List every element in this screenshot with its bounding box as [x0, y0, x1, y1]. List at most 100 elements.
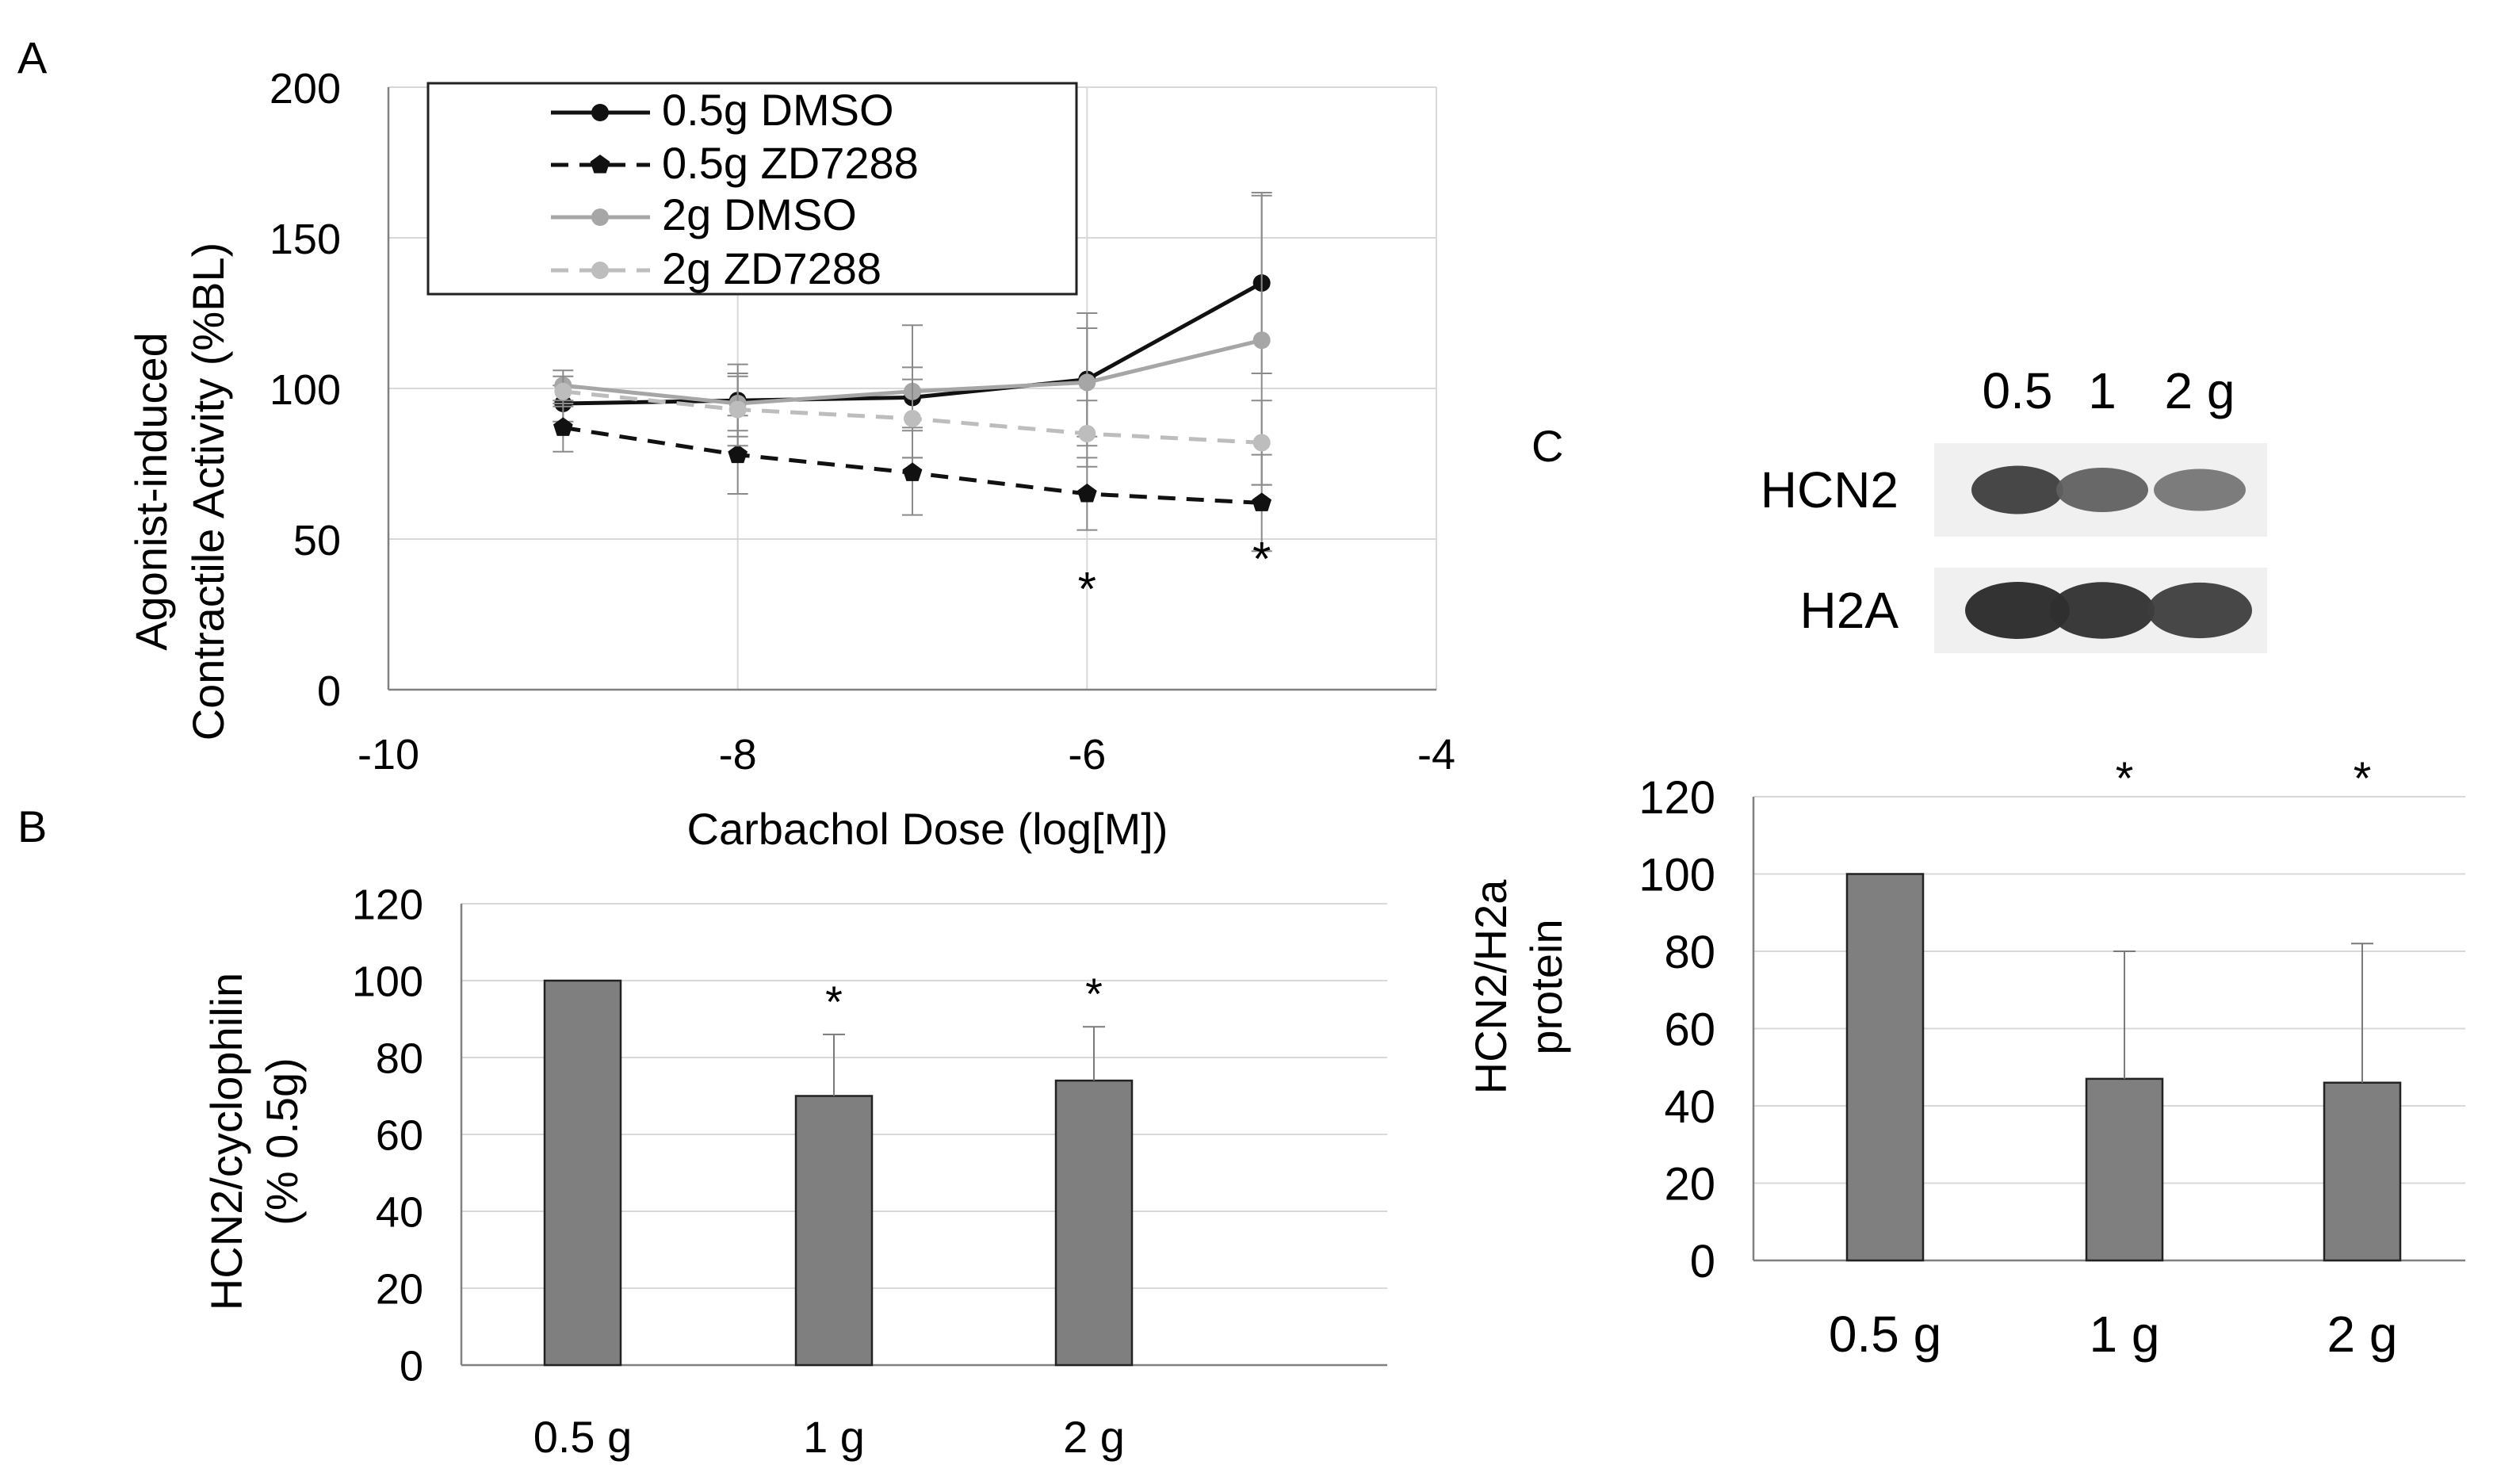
panel-label-a: A: [17, 33, 48, 82]
blot-band-1-2: [2147, 582, 2252, 639]
legend-swatch-marker-a-0: [591, 104, 609, 121]
bar-b-2: [1054, 1079, 1134, 1367]
legend-swatch-marker-a-2: [591, 208, 609, 226]
data-point-a-3-4: [1252, 434, 1271, 452]
x-tick-label-a-3: -4: [1417, 731, 1455, 778]
x-category-label-c-1: 1 g: [2090, 1306, 2160, 1363]
bar-c-2: [2323, 1081, 2402, 1262]
y-tick-label-c-6: 120: [1639, 772, 1715, 824]
series-group-a: [553, 192, 1272, 553]
y-tick-label-a-0: 0: [317, 667, 341, 715]
data-point-a-1-4: [1252, 492, 1271, 511]
bar-b-0: [543, 979, 622, 1367]
y-tick-label-b-1: 20: [376, 1265, 423, 1313]
x-category-label-c-2: 2 g: [2327, 1306, 2398, 1363]
y-ticks-c: 0 20 40 60 80 100 120: [1639, 772, 1715, 1287]
blot-lane-label-2: 2 g: [2165, 362, 2235, 419]
y-axis-label-a-line2: Contractile Activity (%BL): [183, 243, 233, 741]
x-tick-label-a-2: -6: [1068, 731, 1106, 778]
series-a-3: [553, 373, 1272, 486]
blot-row-1: H2A: [1800, 568, 2267, 653]
y-tick-label-b-5: 100: [352, 958, 423, 1005]
significance-star-b-1: *: [825, 977, 843, 1027]
x-category-label-b-2: 2 g: [1063, 1412, 1125, 1462]
x-category-label-c-0: 0.5 g: [1829, 1306, 1941, 1363]
blot-row-label-1: H2A: [1800, 582, 1899, 639]
bar-c-1: [2085, 1077, 2164, 1262]
axes-a: [387, 87, 1436, 691]
blot-lane-label-1: 1: [2088, 362, 2117, 419]
bars-b: * *: [543, 969, 1134, 1367]
x-tick-label-a-0: -10: [358, 731, 419, 778]
data-point-a-1-0: [553, 417, 573, 436]
legend-swatch-marker-a-1: [590, 155, 610, 174]
y-axis-label-c-line1: HCN2/H2a: [1466, 879, 1516, 1095]
x-category-label-b-0: 0.5 g: [533, 1412, 633, 1462]
y-tick-label-c-5: 100: [1639, 849, 1715, 901]
y-tick-label-c-4: 80: [1664, 927, 1715, 978]
y-axis-label-c-line2: protein: [1521, 919, 1571, 1054]
blot-row-label-0: HCN2: [1761, 461, 1899, 518]
significance-star-a-0: *: [1078, 563, 1096, 616]
y-ticks-a: 0 50 100 150 200: [270, 65, 341, 715]
y-tick-label-a-2: 100: [270, 366, 341, 414]
data-point-a-1-2: [902, 462, 923, 481]
data-point-a-1-3: [1077, 484, 1097, 503]
blot-lane-labels: 0.5 1 2 g: [1983, 362, 2235, 419]
blot-band-0-0: [1971, 465, 2063, 514]
data-point-a-3-0: [554, 382, 572, 400]
legend-label-3: 2g ZD7288: [662, 243, 881, 293]
data-point-a-3-3: [1078, 425, 1096, 442]
y-axis-label-b-line2: (% 0.5g): [257, 1058, 307, 1226]
x-category-label-b-1: 1 g: [803, 1412, 865, 1462]
y-tick-label-c-1: 20: [1664, 1158, 1715, 1210]
x-ticks-c: 0.5 g 1 g 2 g: [1829, 1306, 2398, 1363]
y-tick-label-b-0: 0: [400, 1342, 423, 1390]
significance-star-b-2: *: [1085, 969, 1103, 1019]
y-tick-label-b-4: 80: [376, 1035, 423, 1082]
blot-band-1-0: [1965, 582, 2070, 639]
data-point-a-2-4: [1252, 331, 1271, 350]
y-tick-label-c-2: 40: [1664, 1081, 1715, 1133]
bar-b-1: [794, 1095, 874, 1367]
panel-label-b: B: [17, 801, 47, 851]
y-tick-label-b-3: 60: [376, 1111, 423, 1159]
y-tick-label-c-0: 0: [1690, 1236, 1715, 1287]
legend-label-1: 0.5g ZD7288: [662, 138, 919, 188]
blot-band-0-2: [2154, 469, 2246, 511]
panel-label-c: C: [1531, 421, 1563, 471]
x-axis-label-a: Carbachol Dose (log[M]): [687, 804, 1168, 854]
x-ticks-a: -10 -8 -6 -4: [358, 731, 1455, 778]
y-tick-label-b-6: 120: [352, 881, 423, 928]
blot-rows: HCN2 H2A: [1761, 443, 2267, 653]
significance-star-c-2: *: [2354, 753, 2372, 805]
western-blot: 0.5 1 2 g HCN2 H2A: [1761, 362, 2267, 653]
significance-star-c-1: *: [2116, 753, 2134, 805]
significance-star-a-1: *: [1252, 533, 1271, 586]
blot-row-0: HCN2: [1761, 443, 2267, 537]
y-axis-label-a-line1: Agonist-induced: [126, 332, 176, 651]
legend-box-a: [426, 82, 1078, 296]
bars-c: * *: [1845, 753, 2402, 1262]
y-tick-label-a-3: 150: [270, 216, 341, 263]
bar-c-0: [1845, 873, 1925, 1262]
blot-band-0-1: [2056, 468, 2148, 512]
legend-swatch-marker-a-3: [591, 262, 609, 279]
data-point-a-3-2: [904, 410, 921, 427]
y-ticks-b: 0 20 40 60 80 100 120: [352, 881, 423, 1390]
legend-a: 0.5g DMSO 0.5g ZD7288 2g DMSO 2g ZD7288: [426, 82, 1078, 296]
legend-label-2: 2g DMSO: [662, 189, 857, 239]
y-tick-label-a-1: 50: [293, 517, 341, 564]
blot-lane-label-0: 0.5: [1983, 362, 2053, 419]
y-axis-label-b-line1: HCN2/cyclophilin: [201, 973, 251, 1310]
data-point-a-3-1: [728, 400, 747, 419]
data-point-a-1-1: [728, 444, 748, 464]
x-ticks-b: 0.5 g 1 g 2 g: [533, 1412, 1125, 1462]
data-point-a-2-3: [1078, 373, 1096, 392]
y-tick-label-c-3: 60: [1664, 1004, 1715, 1055]
annotations-a: **: [1078, 533, 1271, 616]
